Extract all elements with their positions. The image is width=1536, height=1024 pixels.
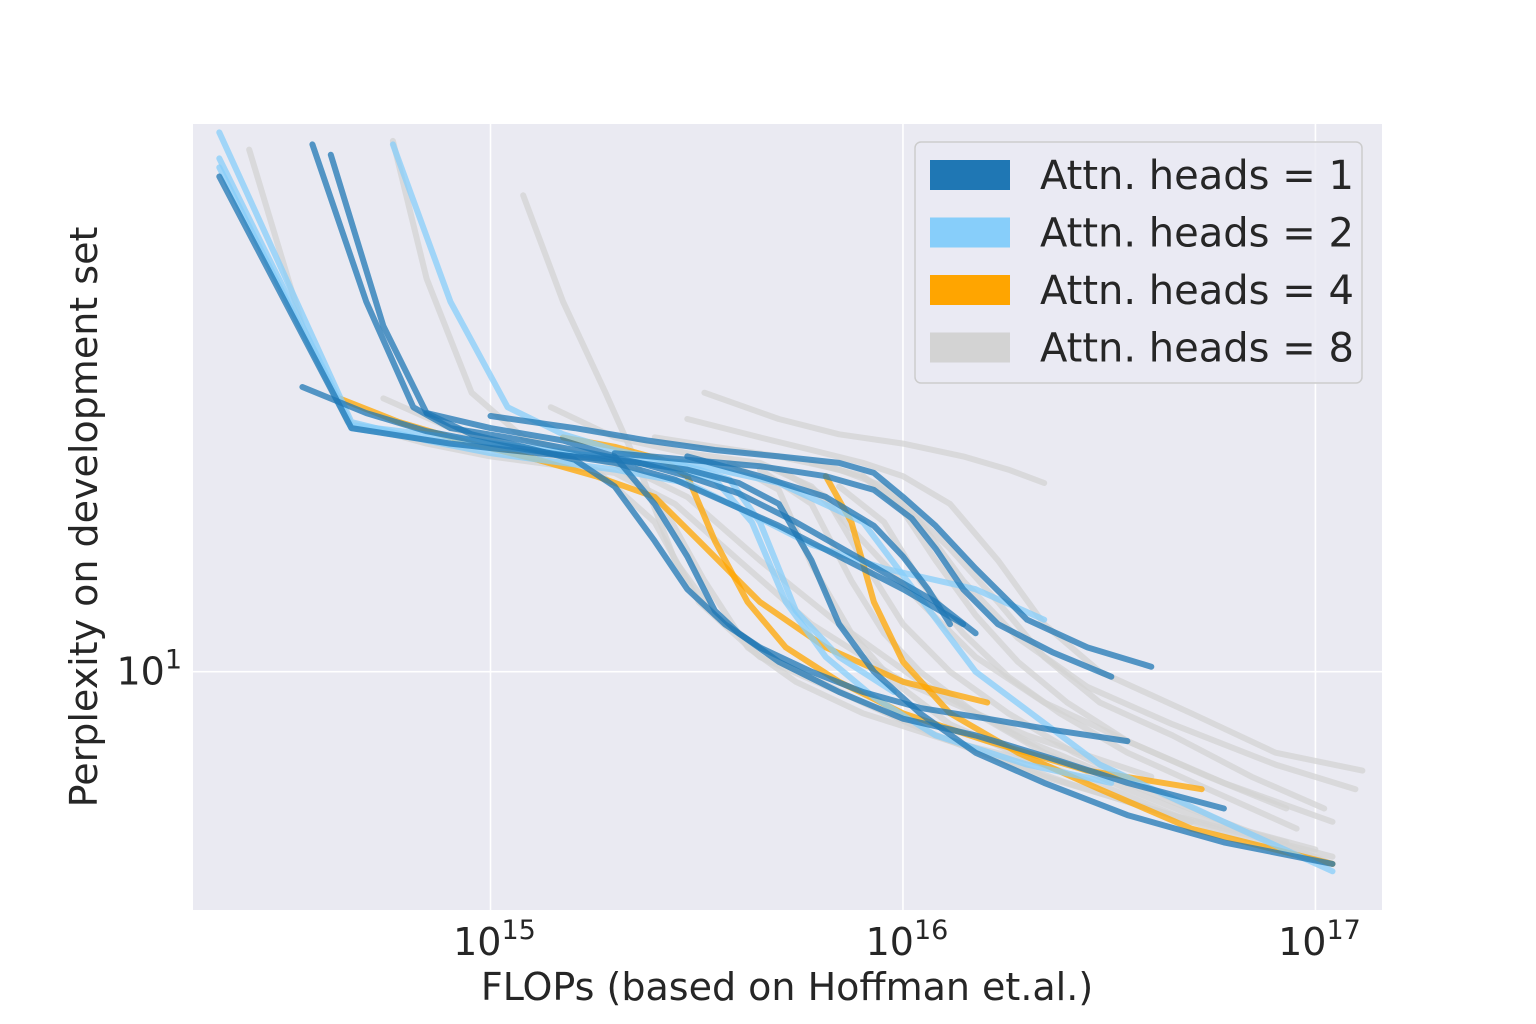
legend: Attn. heads = 1 Attn. heads = 2 Attn. head… (914, 141, 1363, 384)
series-line-heads-1 (299, 384, 967, 628)
series-line-heads-1 (327, 151, 1131, 745)
series-line-heads-1 (611, 450, 1115, 680)
series-line-heads-8 (836, 483, 1300, 832)
x-axis-label: FLOPs (based on Hoffman et.al.) (481, 965, 1093, 1009)
series-line-heads-1 (487, 413, 1155, 670)
y-axis-label: Perplexity on development set (62, 227, 106, 808)
series-line-heads-8 (860, 473, 1290, 812)
tick-labels: 1015 1016 1017 101 (116, 645, 1360, 964)
legend-swatch (930, 217, 1010, 248)
legend-box (914, 141, 1363, 384)
series-line-heads-1 (423, 410, 1227, 812)
legend-swatch (930, 275, 1010, 305)
series-lines (216, 129, 1366, 875)
legend-swatch (930, 160, 1010, 190)
series-line-heads-8 (684, 416, 1366, 774)
series-line-heads-8 (701, 389, 1048, 486)
x-tick-label: 1015 (453, 915, 536, 964)
legend-label: Attn. heads = 4 (1040, 268, 1354, 314)
legend-label: Attn. heads = 1 (1040, 153, 1354, 199)
y-tick-label: 101 (116, 645, 182, 694)
x-tick-label: 1017 (1278, 915, 1361, 964)
legend-label: Attn. heads = 8 (1040, 326, 1354, 372)
x-tick-label: 1016 (866, 915, 949, 964)
legend-swatch (930, 332, 1010, 363)
series-line-heads-1 (216, 173, 1336, 867)
legend-label: Attn. heads = 2 (1040, 211, 1354, 257)
series-line-heads-1 (684, 453, 953, 628)
